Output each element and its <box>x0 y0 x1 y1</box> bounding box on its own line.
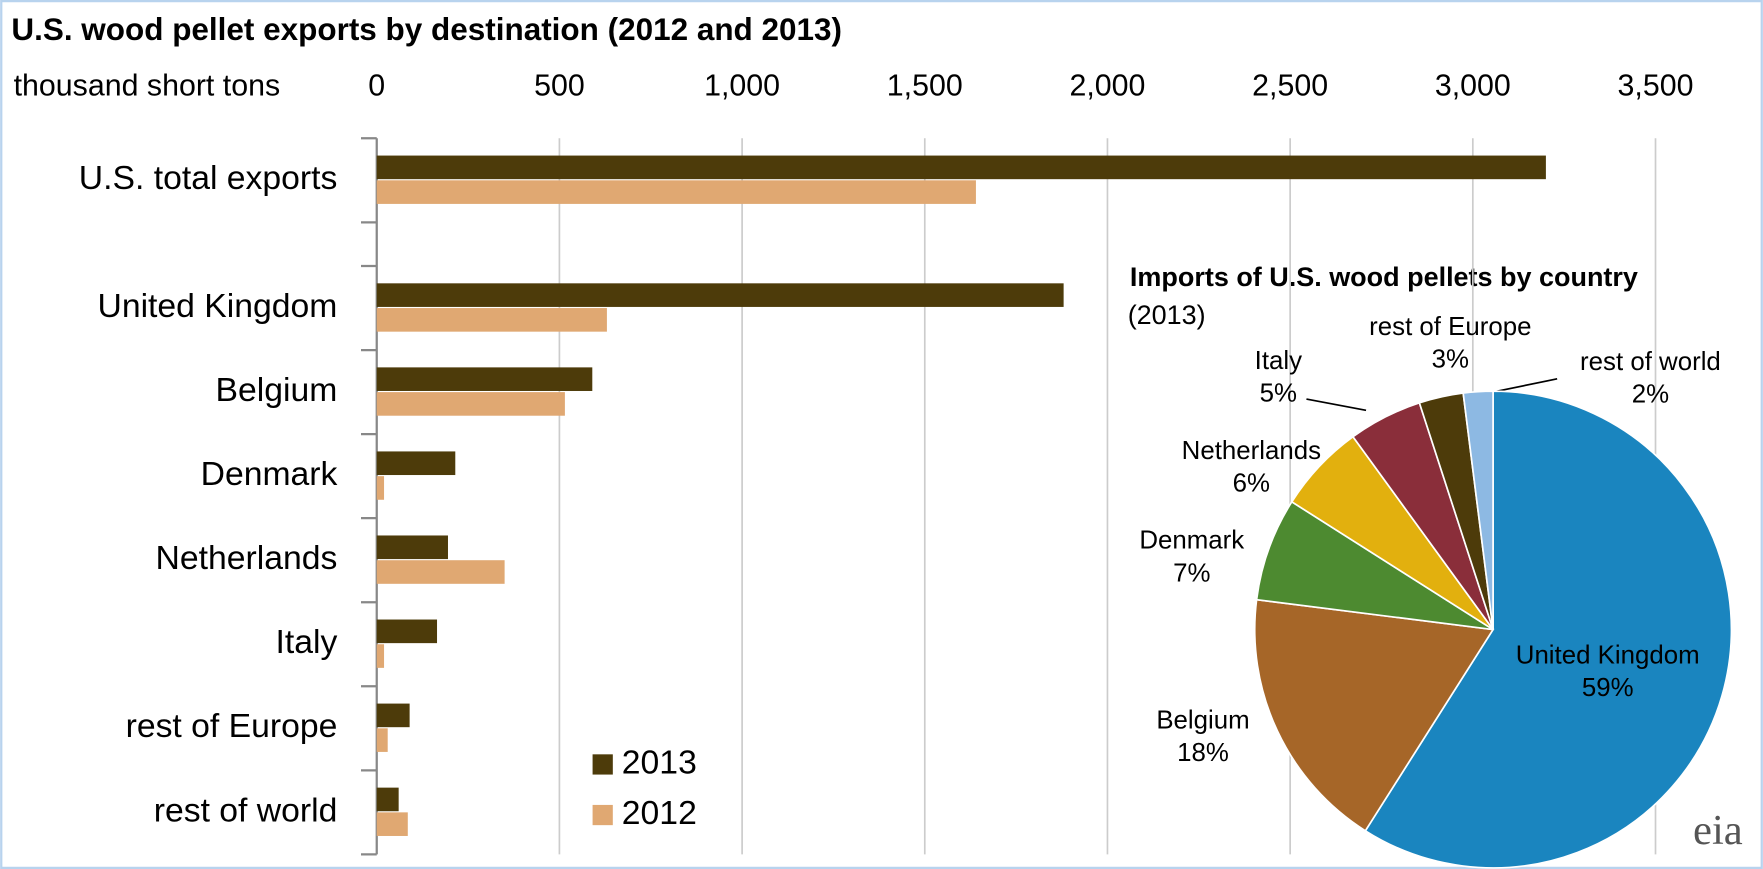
slice-label: Netherlands <box>1182 437 1321 465</box>
slice-label: Italy <box>1255 347 1302 375</box>
x-axis-label: thousand short tons <box>14 70 281 103</box>
y-tick-label: U.S. total exports <box>79 159 338 197</box>
pie-slice <box>1364 390 1733 869</box>
slice-value: 2% <box>1632 381 1669 409</box>
legend-label: 2013 <box>622 743 697 781</box>
slice-value: 7% <box>1173 559 1210 587</box>
x-tick-label: 1,500 <box>887 70 963 103</box>
x-tick-label: 3,000 <box>1435 70 1511 103</box>
pie-slice <box>1462 390 1494 630</box>
slice-value: 5% <box>1260 379 1297 407</box>
y-tick-label: rest of Europe <box>126 707 338 745</box>
y-tick-label: rest of world <box>154 791 338 829</box>
pie-subtitle: (2013) <box>1128 300 1206 330</box>
y-tick-label: Italy <box>276 623 338 661</box>
pie-title: Imports of U.S. wood pellets by country <box>1130 262 1638 292</box>
plot: 0 500 1,000 1,500 2,000 2,500 3,000 3,500 U.S. t… <box>79 70 1733 869</box>
y-tick-label: Belgium <box>216 371 338 409</box>
bar <box>376 812 408 836</box>
y-tick-label: Denmark <box>201 455 338 493</box>
pie-slice <box>1255 500 1494 631</box>
x-tick-label: 500 <box>534 70 585 103</box>
slice-value: 3% <box>1432 346 1469 374</box>
slice-value: 59% <box>1582 674 1634 702</box>
bar <box>376 392 565 416</box>
logo: eia <box>1693 807 1743 854</box>
bar <box>376 535 448 560</box>
x-tick-label: 0 <box>368 70 385 103</box>
slice-label: United Kingdom <box>1516 641 1700 669</box>
bar <box>376 703 410 728</box>
bar <box>376 476 385 500</box>
y-tick-label: United Kingdom <box>97 287 337 325</box>
legend-label: 2012 <box>622 794 697 832</box>
bar <box>376 787 399 812</box>
bar <box>376 367 593 391</box>
bar <box>376 308 607 332</box>
y-tick-label: Netherlands <box>156 539 338 577</box>
x-tick-label: 2,000 <box>1069 70 1145 103</box>
x-tick-label: 3,500 <box>1618 70 1694 103</box>
slice-label: Denmark <box>1139 527 1244 555</box>
leader-line <box>1306 398 1367 412</box>
legend-swatch <box>592 754 613 775</box>
legend-swatch <box>592 804 613 826</box>
bar <box>376 728 388 752</box>
bar <box>376 451 456 476</box>
bar <box>376 644 385 668</box>
slice-label: rest of Europe <box>1369 313 1531 341</box>
x-tick-label: 1,000 <box>704 70 780 103</box>
bar <box>376 155 1546 180</box>
bar <box>376 283 1064 307</box>
bar <box>376 560 505 584</box>
slice-label: Belgium <box>1156 707 1249 735</box>
slice-label: rest of world <box>1580 348 1721 376</box>
slice-value: 18% <box>1177 739 1229 767</box>
pie-slice <box>1253 598 1495 832</box>
x-tick-label: 2,500 <box>1252 70 1328 103</box>
chart-title: U.S. wood pellet exports by destination … <box>11 12 842 47</box>
bar <box>376 180 976 204</box>
bar <box>376 619 438 644</box>
slice-value: 6% <box>1233 469 1270 497</box>
